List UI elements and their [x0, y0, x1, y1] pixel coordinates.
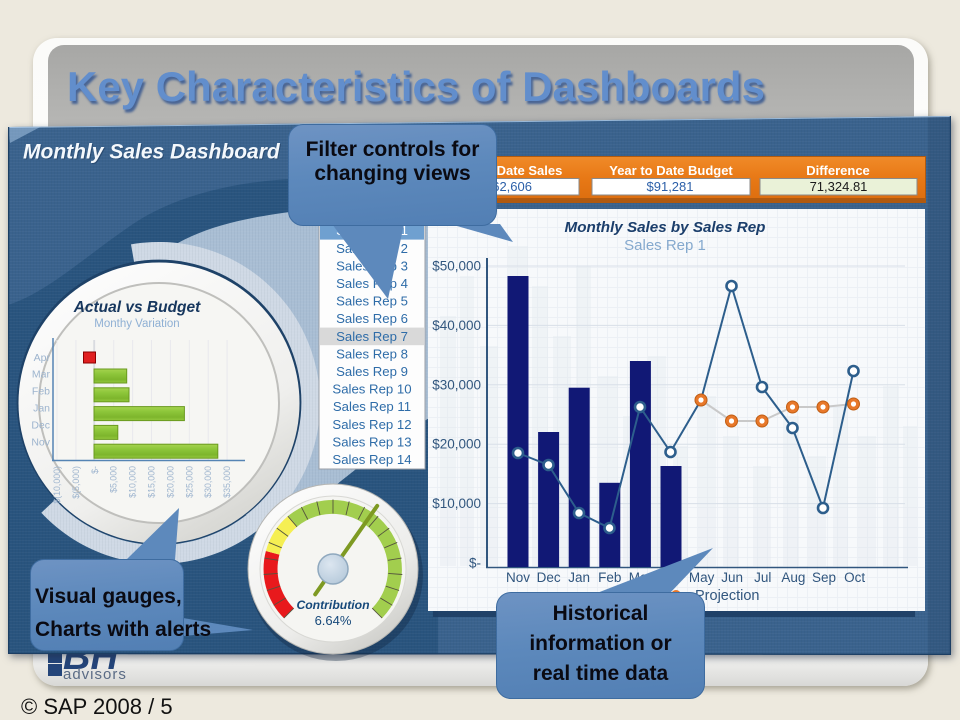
svg-text:Feb: Feb [598, 570, 621, 585]
svg-text:Difference: Difference [806, 163, 870, 178]
svg-text:$10,000: $10,000 [432, 496, 481, 511]
svg-text:Sales Rep 11: Sales Rep 11 [333, 399, 411, 414]
svg-text:$20,000: $20,000 [165, 466, 175, 498]
svg-text:$50,000: $50,000 [432, 259, 481, 274]
svg-text:Jun: Jun [721, 570, 743, 585]
svg-text:Oct: Oct [844, 570, 865, 585]
svg-text:Monthy Variation: Monthy Variation [94, 318, 179, 330]
svg-text:Sales Rep 1: Sales Rep 1 [624, 237, 706, 254]
svg-text:Sales Rep 13: Sales Rep 13 [332, 434, 411, 449]
svg-text:$91,281: $91,281 [647, 179, 694, 194]
svg-text:Dec: Dec [537, 570, 561, 585]
svg-text:May: May [689, 570, 715, 585]
svg-text:$20,000: $20,000 [432, 437, 481, 452]
svg-text:Nov: Nov [31, 437, 50, 449]
svg-text:Sales Rep 6: Sales Rep 6 [336, 311, 408, 326]
svg-text:Sales Rep 7: Sales Rep 7 [336, 329, 408, 344]
svg-text:$35,000: $35,000 [222, 466, 232, 498]
svg-text:Sales Rep 14: Sales Rep 14 [332, 452, 411, 467]
svg-text:Nov: Nov [506, 570, 530, 585]
svg-text:Sep: Sep [812, 570, 836, 585]
svg-text:$-: $- [90, 466, 100, 474]
svg-text:Monthly Sales by Sales Rep: Monthly Sales by Sales Rep [565, 219, 766, 236]
svg-text:Feb: Feb [32, 386, 50, 398]
svg-text:Jan: Jan [568, 570, 590, 585]
svg-text:$5,000: $5,000 [109, 466, 119, 493]
svg-text:$10,000: $10,000 [128, 466, 138, 498]
svg-text:$(5,000): $(5,000) [71, 466, 81, 499]
svg-text:Sales Rep 5: Sales Rep 5 [336, 294, 408, 309]
svg-text:$-: $- [469, 556, 481, 571]
svg-text:Monthly Sales Dashboard: Monthly Sales Dashboard [24, 142, 282, 165]
svg-text:$40,000: $40,000 [432, 318, 481, 333]
svg-text:Jul: Jul [754, 570, 771, 585]
svg-text:$(10,000): $(10,000) [52, 466, 62, 504]
svg-text:Dec: Dec [31, 420, 50, 432]
svg-text:71,324.81: 71,324.81 [810, 179, 868, 194]
svg-text:Year to Date Budget: Year to Date Budget [609, 163, 733, 178]
svg-text:Monthly Sales Dashboard: Monthly Sales Dashboard [23, 141, 281, 164]
svg-text:Sales Rep 8: Sales Rep 8 [336, 346, 408, 361]
svg-text:Sales Rep 12: Sales Rep 12 [332, 417, 411, 432]
svg-text:Apr: Apr [34, 352, 51, 364]
svg-text:Aug: Aug [781, 570, 805, 585]
svg-text:$15,000: $15,000 [147, 466, 157, 498]
svg-text:$30,000: $30,000 [432, 377, 481, 392]
svg-text:Sales Rep 9: Sales Rep 9 [336, 364, 408, 379]
svg-text:advisors: advisors [63, 666, 127, 683]
svg-text:$25,000: $25,000 [184, 466, 194, 498]
svg-text:Sales Rep 10: Sales Rep 10 [332, 382, 411, 397]
svg-text:Actual vs Budget: Actual vs Budget [73, 299, 201, 316]
svg-text:Mar: Mar [32, 369, 51, 381]
svg-text:$30,000: $30,000 [203, 466, 213, 498]
svg-text:Jan: Jan [33, 403, 50, 415]
svg-text:Projection: Projection [695, 588, 759, 604]
